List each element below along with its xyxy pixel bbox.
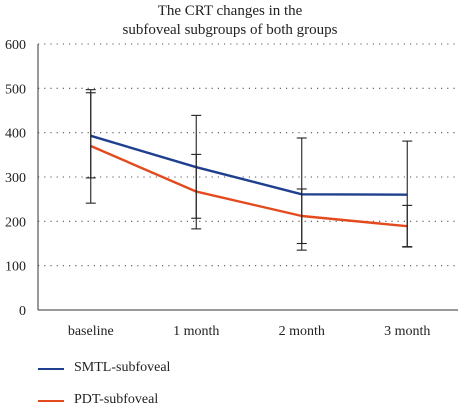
y-tick-label-0: 0 xyxy=(19,304,26,319)
series-line-1 xyxy=(90,144,408,228)
x-tick-label-1: 1 month xyxy=(173,324,219,339)
x-tick-label-2: 2 month xyxy=(279,324,325,339)
chart-title: The CRT changes in the subfoveal subgrou… xyxy=(0,2,460,40)
y-tick-label-500: 500 xyxy=(5,82,26,97)
y-tick-label-300: 300 xyxy=(5,171,26,186)
x-tick-label-0: baseline xyxy=(68,324,114,339)
y-tick-label-400: 400 xyxy=(5,127,26,142)
series-line-0 xyxy=(90,134,408,196)
y-tick-label-100: 100 xyxy=(5,260,26,275)
legend-label-smtl: SMTL-subfoveal xyxy=(74,360,171,375)
y-tick-label-200: 200 xyxy=(5,215,26,230)
x-tick-label-3: 3 month xyxy=(384,324,430,339)
legend-swatch-pdt xyxy=(38,400,64,402)
chart-title-line-2: subfoveal subgroups of both groups xyxy=(122,22,338,38)
y-tick-label-600: 600 xyxy=(5,38,26,53)
chart-title-line-1: The CRT changes in the xyxy=(157,3,303,19)
legend-label-pdt: PDT-subfoveal xyxy=(74,392,159,407)
legend-swatch-smtl xyxy=(38,368,64,370)
